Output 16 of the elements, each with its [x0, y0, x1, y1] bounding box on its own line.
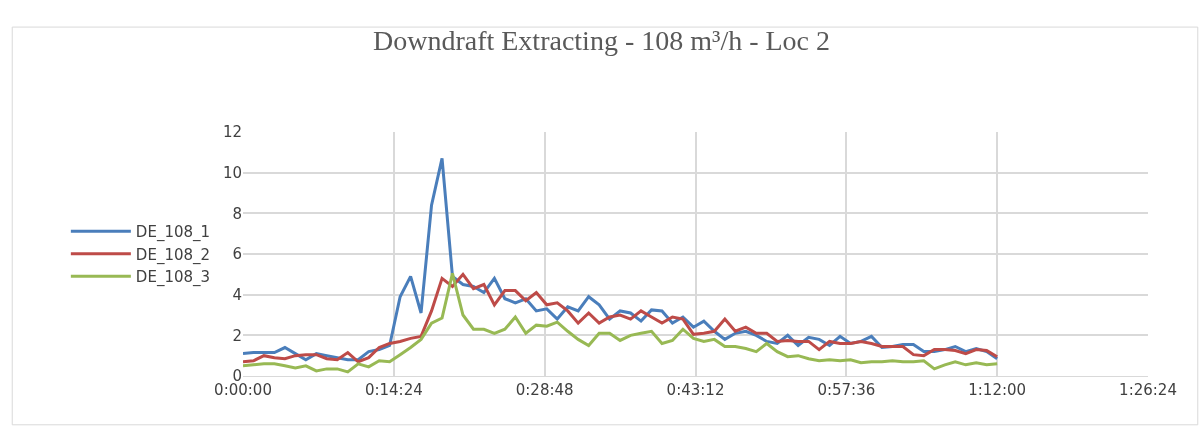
y-tick-label: 6	[232, 245, 242, 264]
y-tick-label: 12	[222, 123, 242, 142]
y-tick-label: 10	[222, 163, 242, 182]
x-tick-label: 0:57:36	[817, 381, 876, 399]
legend-label: DE_108_2	[135, 245, 211, 265]
y-tick-label: 2	[232, 326, 242, 345]
chart-title: Downdraft Extracting - 108 m³/h - Loc 2	[372, 25, 831, 57]
x-tick-label: 1:12:00	[968, 381, 1027, 399]
x-tick-label: 1:26:24	[1119, 381, 1177, 399]
x-tick-label: 0:28:48	[515, 381, 574, 399]
x-tick-label: 0:43:12	[666, 381, 725, 399]
x-tick-label: 0:14:24	[364, 381, 423, 399]
legend-label: DE_108_3	[135, 268, 211, 288]
y-tick-label: 8	[232, 204, 242, 223]
legend-label: DE_108_1	[135, 223, 211, 243]
y-tick-label: 4	[232, 285, 242, 304]
